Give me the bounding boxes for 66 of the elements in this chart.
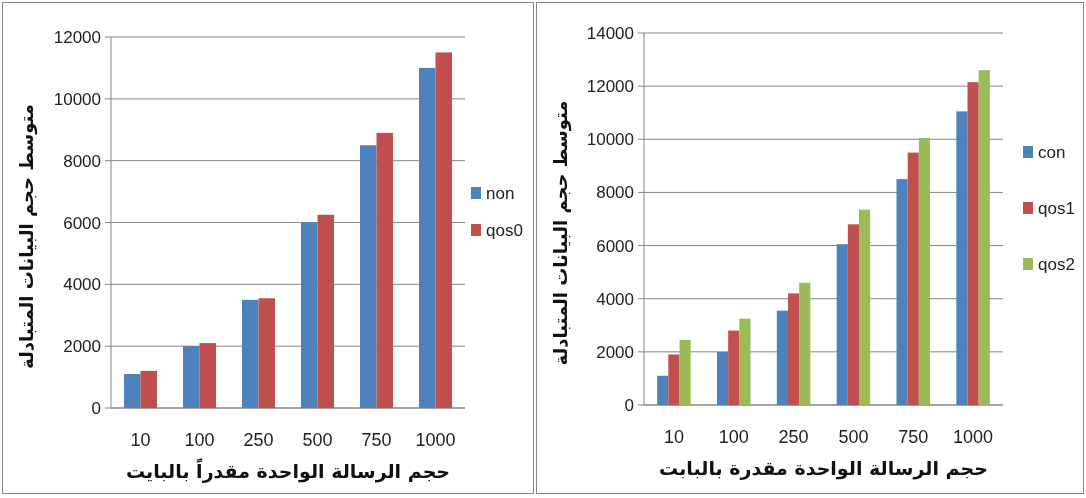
y-tick-label: 10000 — [586, 130, 634, 150]
y-tick-label: 10000 — [53, 89, 101, 109]
y-tick-label: 8000 — [596, 183, 634, 203]
bar — [435, 52, 453, 408]
legend-label: non — [486, 184, 515, 203]
bar — [799, 282, 811, 405]
bar — [847, 224, 859, 405]
y-tick-label: 0 — [624, 396, 634, 415]
bar — [258, 298, 276, 408]
x-axis-title: حجم الرسالة الواحدة مقدراً بالبايت — [125, 457, 451, 483]
x-tick-label: 1000 — [415, 430, 456, 450]
x-tick-label: 750 — [361, 430, 392, 450]
legend-label: qos2 — [1038, 255, 1075, 274]
y-tick-label: 2000 — [63, 337, 101, 357]
legend-label: qos0 — [486, 221, 523, 240]
y-tick-label: 2000 — [596, 342, 634, 362]
x-tick-label: 100 — [184, 430, 215, 450]
y-tick-label: 8000 — [63, 151, 101, 171]
bar — [739, 318, 751, 405]
bar — [300, 222, 318, 408]
bar — [776, 310, 788, 405]
bar — [918, 137, 930, 405]
bar — [679, 339, 691, 405]
bar — [859, 209, 871, 405]
y-tick-label: 6000 — [63, 213, 101, 233]
bar — [657, 375, 669, 405]
x-tick-label: 500 — [302, 430, 333, 450]
x-axis-title: حجم الرسالة الواحدة مقدرة بالبابت — [659, 457, 988, 480]
x-tick-label: 250 — [778, 427, 809, 447]
bar — [668, 354, 680, 405]
bar — [182, 346, 200, 408]
x-tick-label: 100 — [718, 427, 749, 447]
y-tick-label: 6000 — [596, 236, 634, 256]
bar — [728, 330, 740, 405]
legend-label: qos1 — [1038, 199, 1075, 218]
y-tick-label: 14000 — [586, 24, 634, 43]
bar — [788, 293, 800, 405]
y-tick-label: 0 — [91, 399, 101, 418]
bar — [140, 370, 158, 408]
bar — [907, 152, 919, 405]
y-axis-title: متوسط حجم البيانات المتبادلة — [550, 100, 572, 366]
bar — [376, 132, 394, 408]
bar — [717, 351, 729, 405]
x-tick-label: 10 — [663, 427, 684, 447]
x-tick-label: 500 — [838, 427, 869, 447]
x-tick-label: 750 — [898, 427, 929, 447]
bar — [123, 373, 141, 408]
y-axis-title: متوسط حجم البيانات المتبادلة — [16, 104, 38, 369]
bar — [896, 179, 908, 405]
bar — [836, 244, 848, 405]
x-tick-label: 1000 — [953, 427, 994, 447]
bar — [978, 70, 990, 405]
x-tick-label: 10 — [130, 430, 151, 450]
legend-label: con — [1038, 143, 1066, 162]
bar — [967, 82, 979, 405]
y-tick-label: 12000 — [586, 77, 634, 97]
y-tick-label: 4000 — [596, 289, 634, 309]
bar — [241, 299, 259, 408]
bar — [317, 214, 335, 408]
bar — [956, 111, 968, 405]
x-tick-label: 250 — [243, 430, 274, 450]
y-tick-label: 12000 — [53, 28, 101, 47]
bar — [418, 67, 436, 408]
bar — [359, 145, 377, 408]
bar — [199, 343, 217, 408]
y-tick-label: 4000 — [63, 275, 101, 295]
